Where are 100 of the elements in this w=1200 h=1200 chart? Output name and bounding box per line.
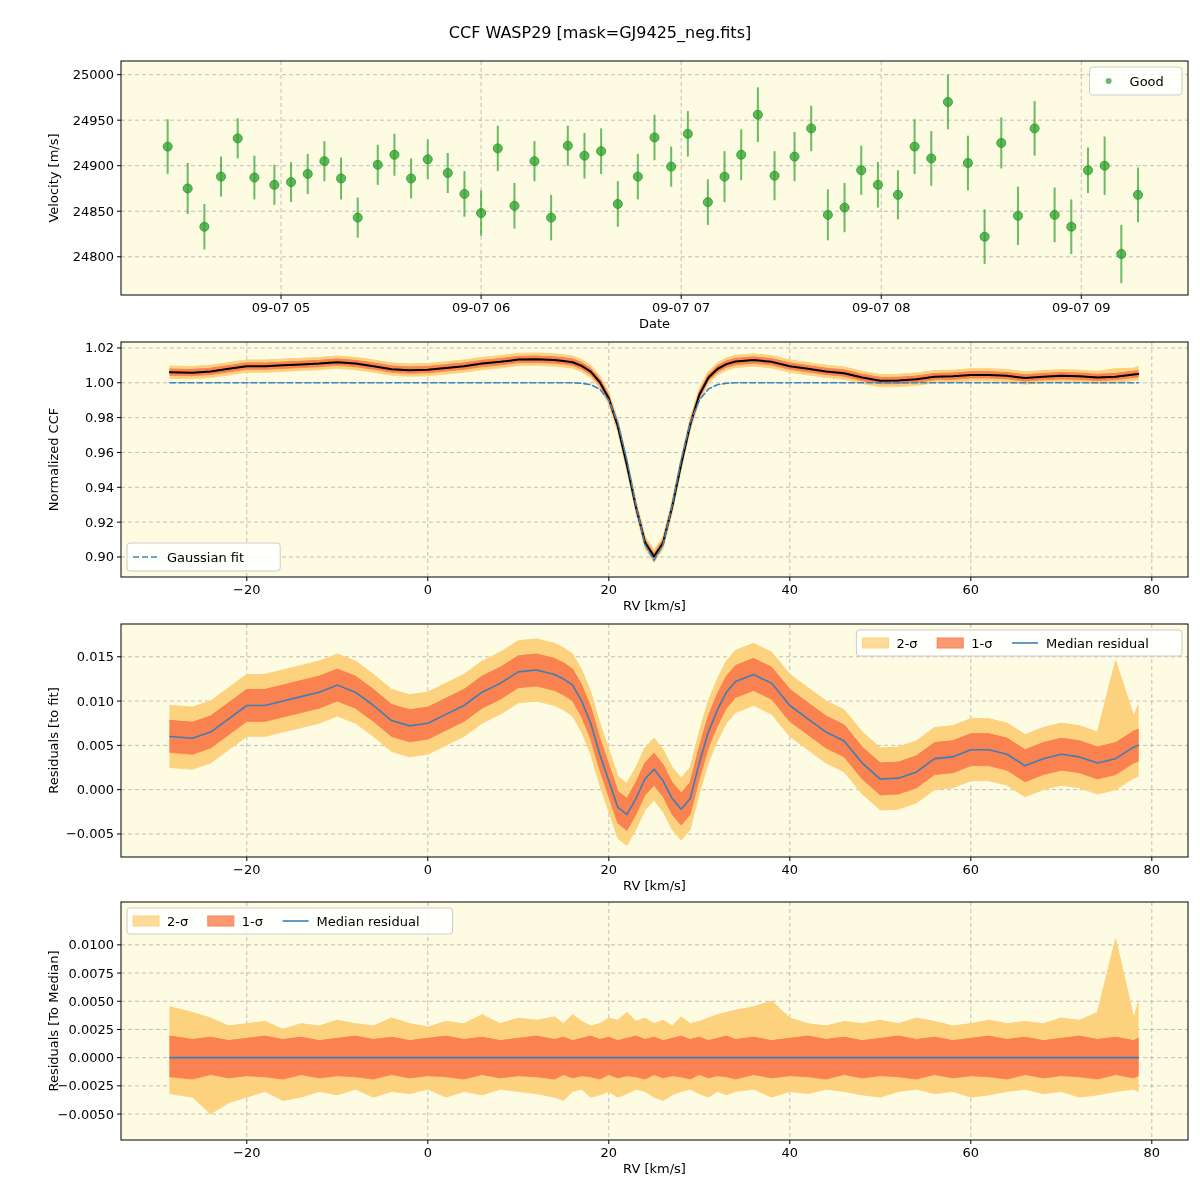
point [249,172,260,183]
y-tick-label: 0.0050 [68,993,114,1009]
point [996,137,1007,148]
point [232,133,243,144]
y-tick-label: 0.0000 [68,1050,114,1066]
y-tick-label: 0.000 [76,782,114,798]
point [492,143,503,154]
x-tick-label: −20 [233,582,261,597]
x-tick-label: 09-07 08 [852,300,911,315]
point [909,141,920,152]
point [269,179,280,190]
legend-label: 1-σ [241,913,263,929]
x-tick-label: 40 [781,582,799,597]
y-tick-label: 0.010 [76,693,114,709]
point [682,128,693,139]
legend-label: Good [1129,73,1164,89]
point [162,141,173,152]
legend-label: 2-σ [896,635,918,651]
point [839,202,850,213]
y-tick-label: 0.98 [85,410,114,426]
y-tick-label: 0.0100 [68,937,114,953]
point [752,109,763,120]
x-tick-label: 0 [423,1145,432,1160]
y-tick-label: 0.94 [85,479,114,495]
y-tick-label: 24850 [72,203,114,219]
x-tick-label: −20 [233,862,261,877]
y-tick-label: 0.015 [76,649,114,665]
point [942,96,953,107]
point [856,165,867,176]
y-tick-label: −0.005 [65,826,114,842]
x-axis-title: Date [638,316,671,331]
x-tick-label: 80 [1143,862,1161,877]
y-tick-label: 25000 [72,67,114,83]
point [1082,165,1093,176]
point [442,167,453,178]
x-tick-label: 09-07 09 [1052,300,1111,315]
point [422,154,433,165]
x-tick-label: 0 [423,862,432,877]
point [596,146,607,157]
y-tick-label: 0.96 [85,444,114,460]
point [459,188,470,199]
point [336,173,347,184]
point [702,197,713,208]
point [529,156,540,167]
x-tick-label: 20 [600,862,618,877]
y-tick-label: 24950 [72,112,114,128]
point [1116,249,1127,260]
point [182,183,193,194]
x-tick-label: 80 [1143,582,1161,597]
legend-label: Gaussian fit [167,549,245,565]
point [769,170,780,181]
point [372,159,383,170]
y-tick-label: 0.005 [76,737,114,753]
point [302,168,313,179]
x-tick-label: −20 [233,1145,261,1160]
point [649,132,660,143]
point [286,177,297,188]
point [319,156,330,167]
y-axis-title: Normalized CCF [46,407,61,512]
point [546,212,557,223]
y-tick-label: −0.0050 [57,1106,114,1122]
point [476,208,487,219]
chart-title: CCF WASP29 [mask=GJ9425_neg.fits] [448,23,752,43]
legend-label: 1-σ [971,635,993,651]
y-tick-label: −0.0025 [57,1078,114,1094]
point [666,161,677,172]
y-axis-title: Velocity [m/s] [46,133,61,223]
y-axis-title: Residuals [to fit] [46,687,61,794]
point [806,123,817,134]
point [562,140,573,151]
legend-label: Median residual [316,913,420,929]
y-tick-label: 1.00 [85,375,114,391]
point [892,189,903,200]
y-tick-label: 0.0075 [68,965,114,981]
point [406,173,417,184]
x-tick-label: 09-07 06 [451,300,511,315]
point [822,209,833,220]
x-tick-label: 0 [423,582,432,597]
line-series [169,669,1140,816]
y-tick-label: 24800 [72,249,114,265]
x-tick-label: 80 [1143,1145,1161,1160]
y-tick-label: 24900 [72,158,114,174]
point [789,151,800,162]
point [1049,209,1060,220]
legend-label: 2-σ [167,913,189,929]
y-tick-label: 0.92 [85,514,114,530]
x-tick-label: 40 [781,862,799,877]
point [1029,123,1040,134]
y-tick-label: 1.02 [85,340,114,356]
x-tick-label: 09-07 05 [251,300,311,315]
y-tick-label: 0.0025 [68,1021,114,1037]
y-tick-label: 0.90 [85,549,114,565]
point [579,150,590,161]
point [926,153,937,164]
x-tick-label: 60 [962,862,980,877]
x-tick-label: 60 [962,1145,980,1160]
x-axis-title: RV [km/s] [623,878,686,893]
point [389,149,400,160]
point [1099,160,1110,171]
point [509,200,520,211]
